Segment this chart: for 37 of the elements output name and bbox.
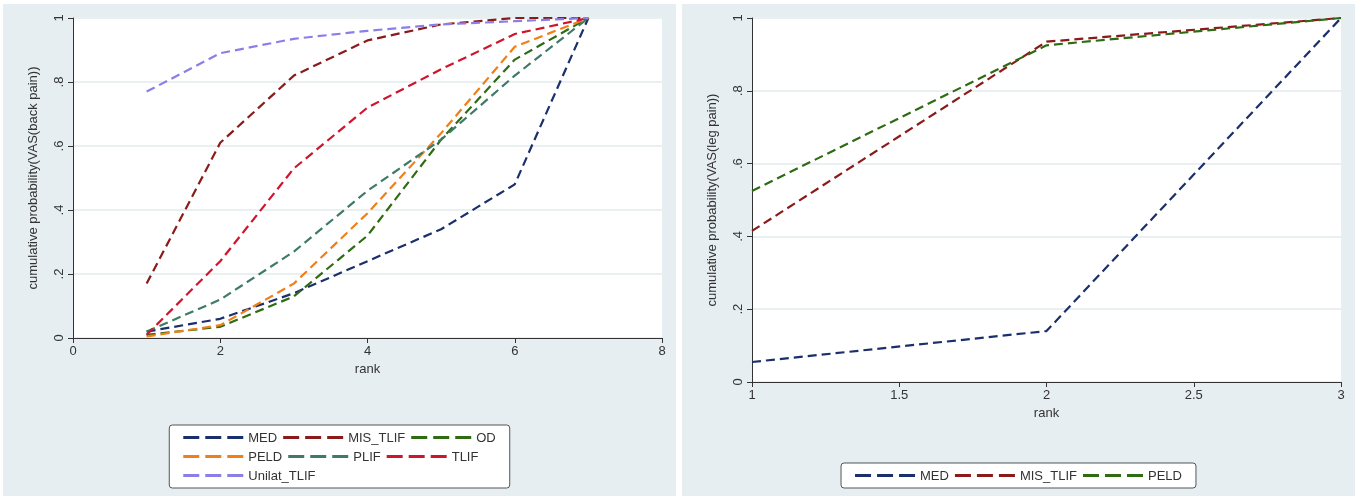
y-tick-label: 0 — [730, 378, 745, 386]
legend-label: PELD — [248, 449, 283, 464]
legend-label: OD — [476, 430, 496, 445]
x-tick-label: 2 — [1042, 387, 1051, 402]
legend-label: PELD — [1148, 468, 1182, 483]
y-tick-label: .8 — [730, 85, 745, 97]
x-axis-title: rank — [354, 360, 381, 376]
y-tick-label: .4 — [51, 204, 66, 216]
legend-label: MIS_TLIF — [1019, 468, 1078, 483]
x-tick-label: 1 — [748, 387, 756, 402]
x-tick-label: 8 — [658, 343, 666, 358]
x-tick-label: 0 — [69, 343, 77, 358]
x-tick-label: 2.5 — [1184, 387, 1203, 402]
legend-label: TLIF — [451, 449, 479, 464]
x-axis-title: rank — [1033, 404, 1060, 420]
legend-label: PLIF — [353, 449, 381, 464]
y-tick-label: 1 — [730, 14, 745, 22]
y-tick-label: 1 — [51, 14, 66, 22]
y-tick-label: .6 — [730, 158, 745, 170]
line-series — [145, 16, 590, 93]
x-tick-label: 2 — [216, 343, 224, 358]
legend-label: MED — [248, 430, 278, 445]
y-tick-label: .4 — [730, 230, 745, 242]
x-tick-label: 4 — [363, 343, 372, 358]
x-tick-label: 6 — [511, 343, 519, 358]
y-tick-label: .6 — [51, 140, 66, 152]
y-tick-label: .2 — [730, 303, 745, 315]
y-tick-label: 0 — [51, 334, 66, 342]
legend-label: MIS_TLIF — [348, 430, 406, 445]
y-axis-title: cumulative probability(VAS(leg pain)) — [704, 93, 719, 307]
x-tick-label: 1.5 — [890, 387, 909, 402]
y-tick-label: .2 — [51, 268, 66, 280]
legend-label: MED — [920, 468, 949, 483]
y-tick-label: .8 — [51, 76, 66, 88]
y-axis-title: cumulative probability(VAS(back pain)) — [25, 66, 40, 290]
x-tick-label: 3 — [1337, 387, 1345, 402]
legend-label: Unilat_TLIF — [248, 468, 316, 483]
